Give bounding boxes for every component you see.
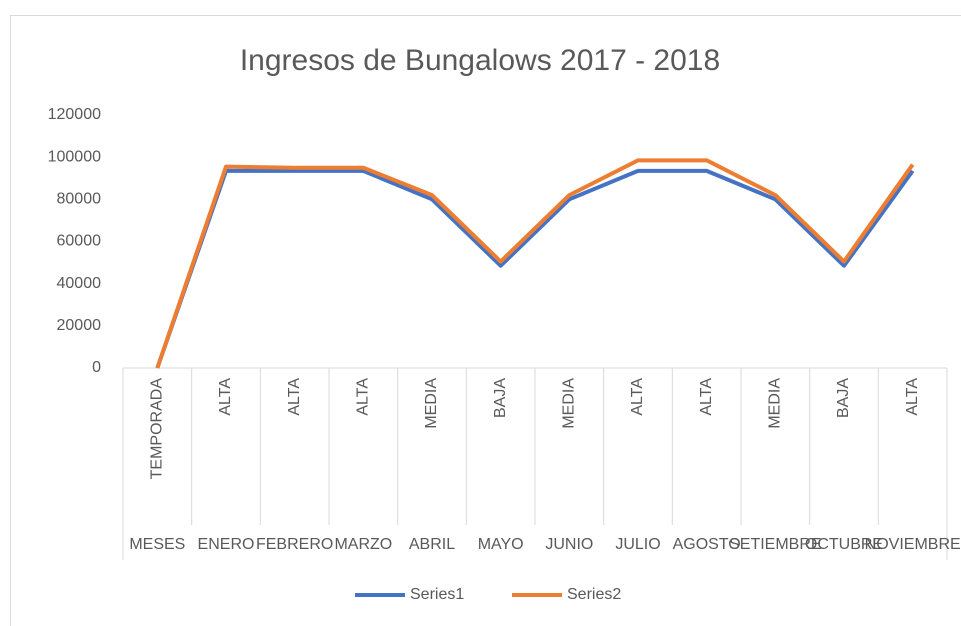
chart-frame — [10, 15, 961, 626]
x-subcategory-label: ALTA — [286, 378, 303, 416]
chart-title: Ingresos de Bungalows 2017 - 2018 — [240, 44, 720, 77]
x-subcategory-label: TEMPORADA — [149, 378, 166, 480]
y-tick-label: 40000 — [57, 275, 102, 292]
y-tick-label: 0 — [92, 359, 101, 376]
y-tick-label: 60000 — [57, 233, 102, 250]
x-tick-label: MESES — [129, 536, 185, 553]
x-subcategory-label: ALTA — [355, 378, 372, 416]
y-tick-label: 20000 — [57, 317, 102, 334]
x-subcategory-label: BAJA — [492, 378, 509, 418]
x-tick-label: MAYO — [478, 536, 524, 553]
x-subcategory-label: ALTA — [904, 378, 921, 416]
x-tick-label: MARZO — [334, 536, 392, 553]
x-subcategory-label: MEDIA — [561, 378, 578, 429]
x-tick-label: OCTUBRE — [805, 536, 883, 553]
x-tick-label: SETIEMBRE — [729, 536, 821, 553]
x-tick-label: AGOSTO — [673, 536, 741, 553]
x-subcategory-label: BAJA — [835, 378, 852, 418]
x-subcategory-label: MEDIA — [423, 378, 440, 429]
series-line — [155, 168, 915, 369]
x-tick-label: ABRIL — [409, 536, 455, 553]
x-tick-label: ENERO — [198, 536, 255, 553]
series-line — [155, 158, 915, 369]
legend-label: Series1 — [410, 586, 464, 603]
x-subcategory-label: ALTA — [629, 378, 646, 416]
x-tick-label: FEBRERO — [256, 536, 333, 553]
y-tick-label: 120000 — [48, 106, 101, 123]
x-tick-label: JUNIO — [545, 536, 593, 553]
x-subcategory-label: MEDIA — [767, 378, 784, 429]
x-tick-label: NOVIEMBRE — [865, 536, 961, 553]
legend-label: Series2 — [567, 586, 621, 603]
x-subcategory-label: ALTA — [698, 378, 715, 416]
y-tick-label: 100000 — [48, 148, 101, 165]
x-tick-label: JULIO — [615, 536, 660, 553]
y-tick-label: 80000 — [57, 191, 102, 208]
x-subcategory-label: ALTA — [217, 378, 234, 416]
